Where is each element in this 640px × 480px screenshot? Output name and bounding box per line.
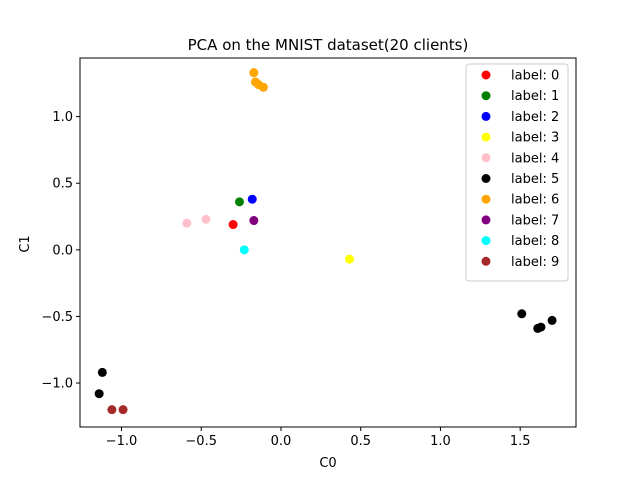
legend-label: label: 4 bbox=[511, 151, 559, 166]
x-tick-label: 0.5 bbox=[350, 434, 371, 449]
legend-marker bbox=[481, 215, 491, 225]
x-tick-label: 0.0 bbox=[271, 434, 292, 449]
legend-marker bbox=[481, 174, 491, 183]
legend-label: label: 6 bbox=[511, 193, 559, 208]
legend-marker bbox=[481, 236, 491, 246]
y-tick-label: −1.0 bbox=[41, 377, 73, 392]
plot-area bbox=[94, 68, 557, 415]
y-tick-label: 0.0 bbox=[52, 243, 73, 258]
legend-item: label: 5 bbox=[481, 172, 559, 187]
x-tick-label: −1.0 bbox=[106, 434, 138, 449]
legend-marker bbox=[481, 194, 491, 204]
data-point bbox=[228, 220, 238, 230]
series-6 bbox=[249, 68, 268, 92]
series-8 bbox=[239, 245, 249, 255]
series-4 bbox=[182, 214, 211, 228]
legend-item: label: 8 bbox=[481, 234, 559, 249]
x-tick-label: −0.5 bbox=[185, 434, 217, 449]
series-2 bbox=[247, 194, 257, 204]
legend-item: label: 4 bbox=[481, 151, 559, 166]
legend-marker bbox=[481, 70, 491, 80]
legend-label: label: 1 bbox=[511, 89, 559, 104]
legend-marker bbox=[481, 111, 491, 121]
data-point bbox=[201, 214, 211, 224]
y-tick-label: 0.5 bbox=[52, 177, 73, 192]
legend-item: label: 3 bbox=[481, 131, 559, 146]
legend-label: label: 7 bbox=[511, 213, 559, 228]
x-tick-label: 1.5 bbox=[510, 434, 531, 449]
legend-item: label: 7 bbox=[481, 213, 559, 228]
series-5 bbox=[94, 309, 557, 399]
series-7 bbox=[249, 216, 259, 226]
data-point bbox=[97, 367, 107, 377]
legend-marker bbox=[481, 256, 491, 266]
legend-marker bbox=[481, 153, 491, 163]
legend-item: label: 9 bbox=[481, 255, 559, 270]
data-point bbox=[258, 82, 268, 92]
legend-item: label: 1 bbox=[481, 89, 559, 104]
legend-item: label: 6 bbox=[481, 193, 559, 208]
data-point bbox=[517, 309, 527, 319]
axes: −1.0 −0.5 0.0 0.5 1.0 1.5 −1.0 −0.5 0.0 0.5 1.0 bbox=[41, 57, 577, 449]
y-tick-label: −0.5 bbox=[41, 310, 73, 325]
series-1 bbox=[234, 197, 244, 207]
legend-marker bbox=[481, 91, 491, 101]
data-point bbox=[94, 389, 104, 399]
series-0 bbox=[228, 220, 238, 230]
series-3 bbox=[345, 254, 355, 264]
data-point bbox=[182, 218, 192, 228]
data-point bbox=[345, 254, 355, 264]
legend-item: label: 2 bbox=[481, 110, 559, 125]
legend-label: label: 5 bbox=[511, 172, 559, 187]
series-9 bbox=[107, 405, 128, 415]
legend: label: 0 label: 1 label: 2 label: 3 label: 4… bbox=[465, 63, 569, 282]
legend-label: label: 3 bbox=[511, 131, 559, 146]
legend-label: label: 0 bbox=[511, 69, 559, 84]
data-point bbox=[107, 405, 117, 415]
data-point bbox=[547, 315, 557, 325]
data-point bbox=[239, 245, 249, 255]
data-point bbox=[249, 68, 259, 78]
data-point bbox=[234, 197, 244, 207]
x-tick-label: 1.0 bbox=[430, 434, 451, 449]
data-point bbox=[249, 216, 259, 226]
x-axis-title: C0 bbox=[319, 456, 336, 471]
data-point bbox=[536, 322, 546, 332]
legend-box bbox=[465, 63, 569, 282]
chart-title: PCA on the MNIST dataset(20 clients) bbox=[188, 36, 469, 54]
data-point bbox=[247, 194, 257, 204]
legend-label: label: 8 bbox=[511, 234, 559, 249]
axes-frame bbox=[79, 57, 577, 428]
y-axis-title: C1 bbox=[18, 235, 33, 252]
y-tick-label: 1.0 bbox=[52, 110, 73, 125]
legend-label: label: 2 bbox=[511, 110, 559, 125]
data-point bbox=[118, 405, 128, 415]
legend-marker bbox=[481, 132, 491, 142]
legend-item: label: 0 bbox=[481, 69, 559, 84]
legend-label: label: 9 bbox=[511, 255, 559, 270]
